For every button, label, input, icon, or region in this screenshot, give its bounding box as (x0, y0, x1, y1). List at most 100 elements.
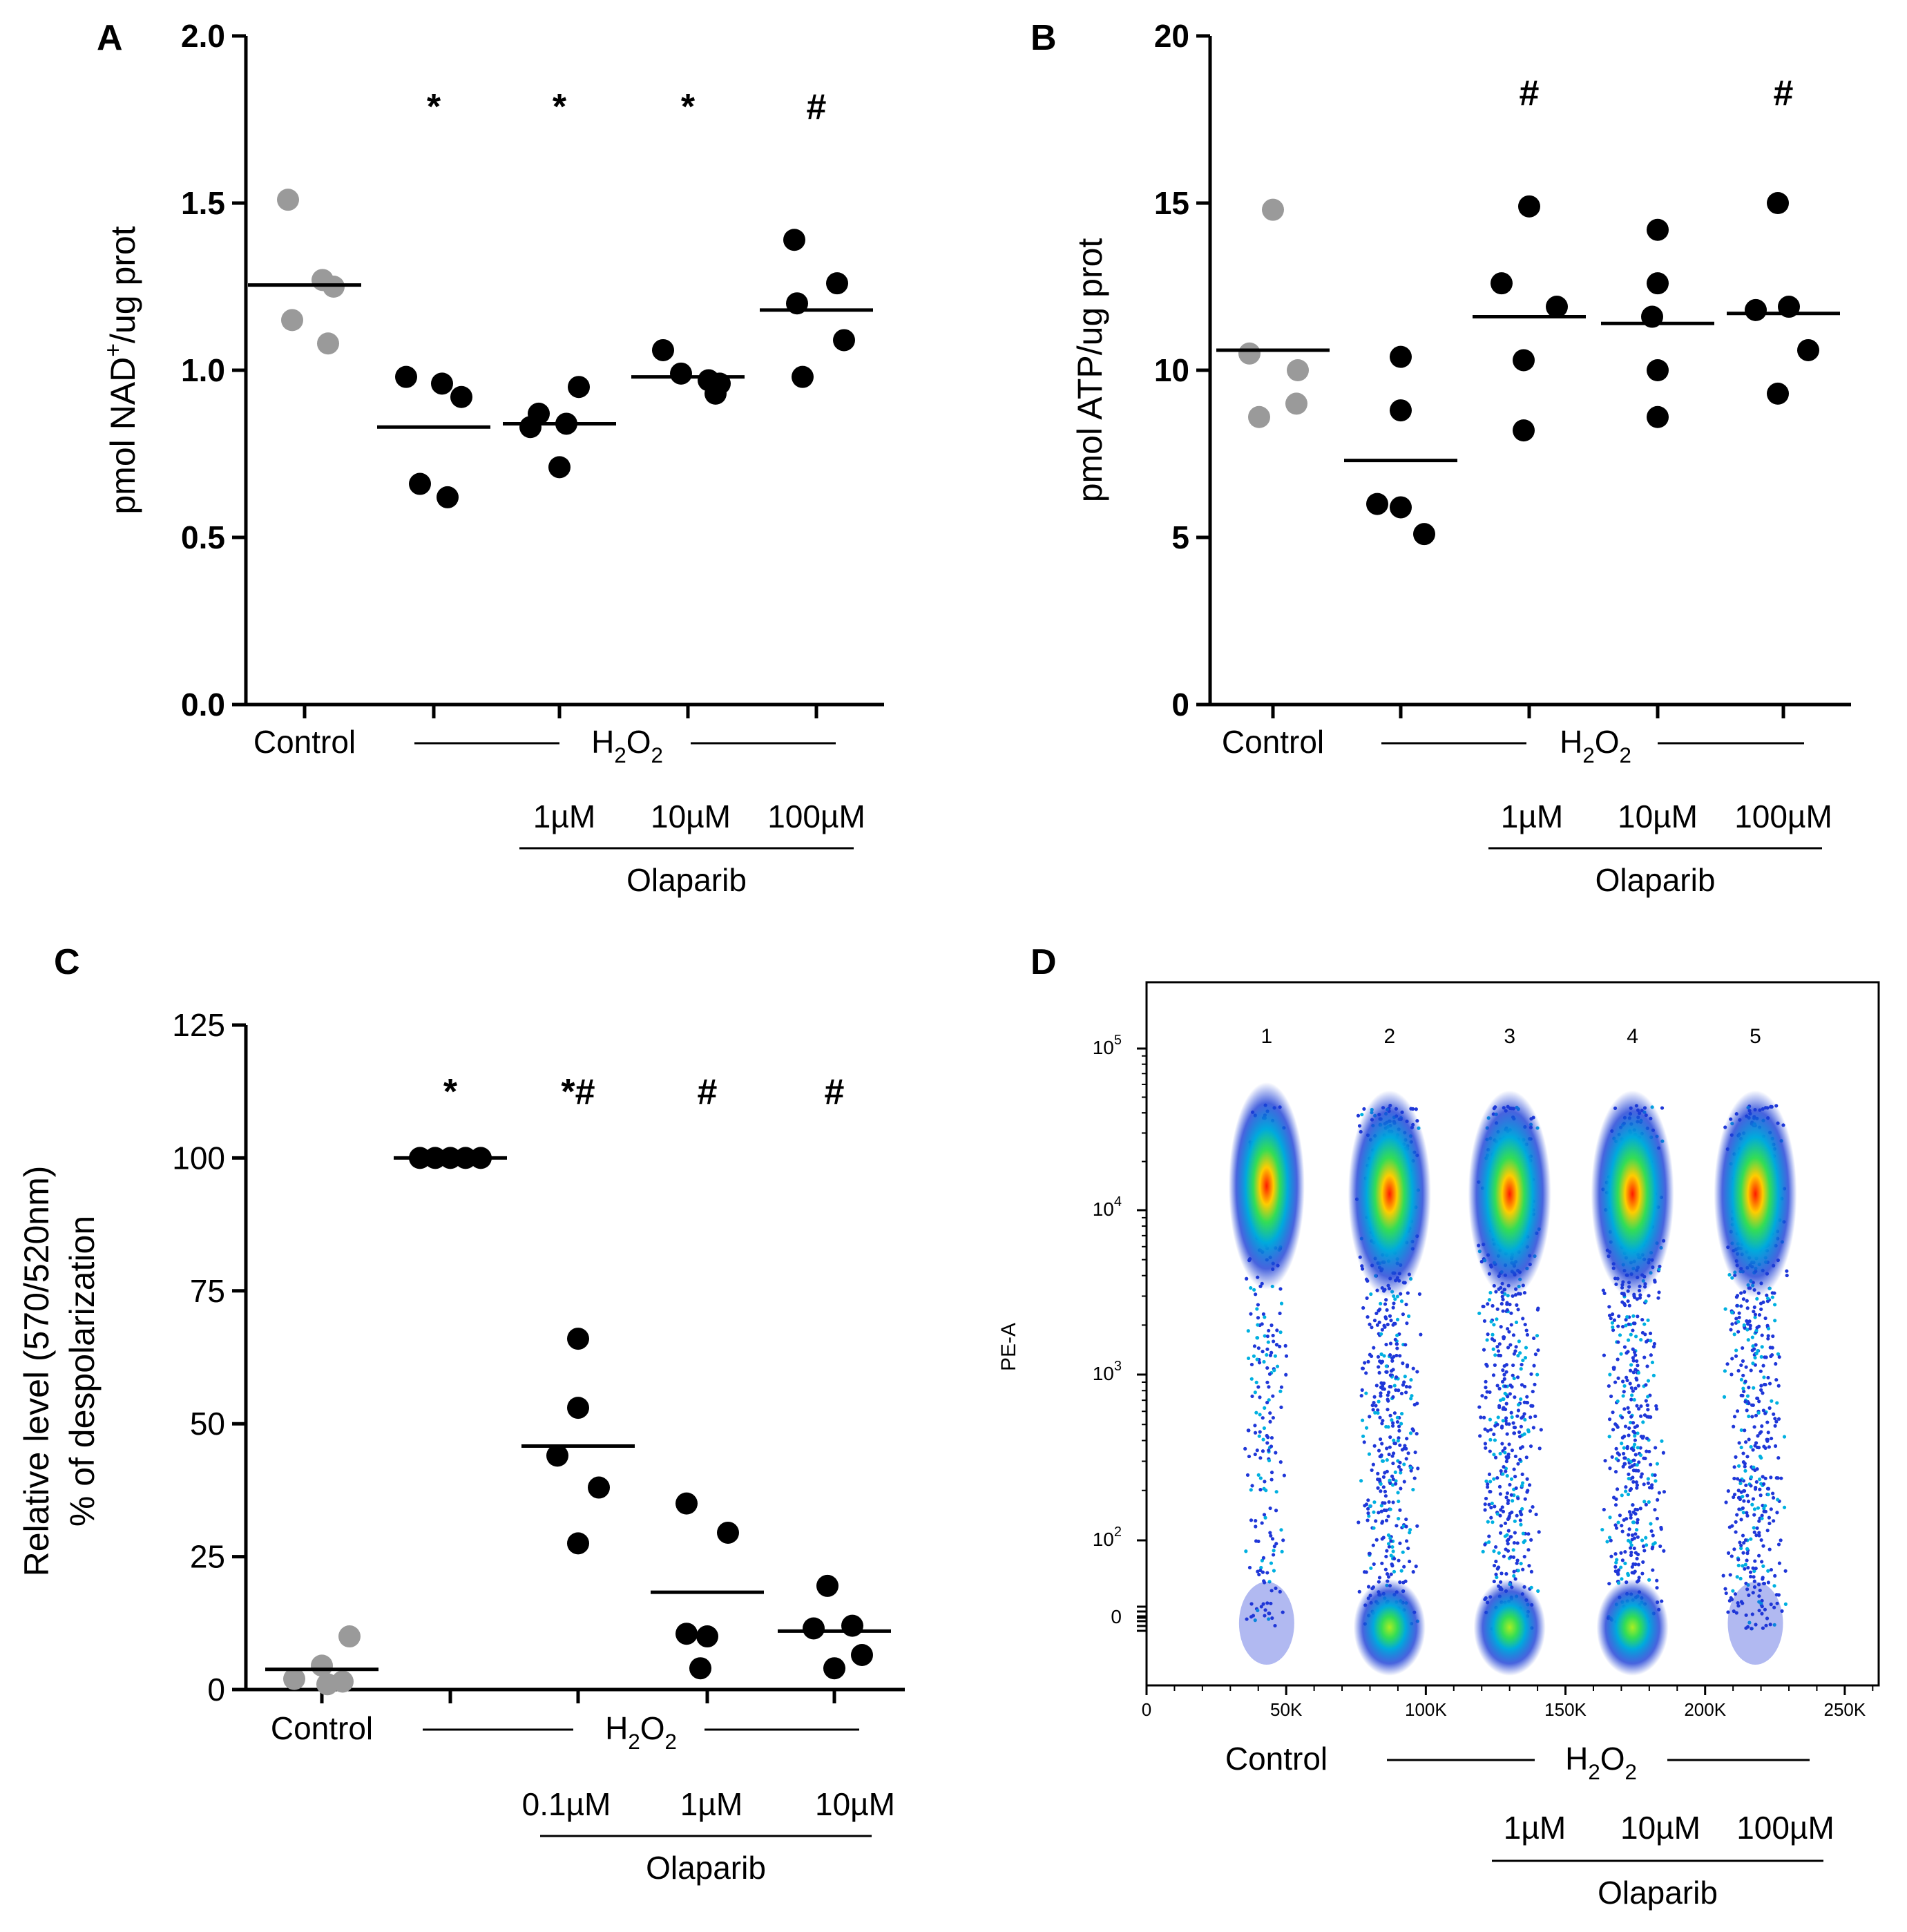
event-dot (1745, 1511, 1749, 1515)
event-dot (1649, 1462, 1653, 1467)
event-dot (1399, 1471, 1403, 1475)
event-dot (1404, 1524, 1408, 1529)
event-dot (1395, 1342, 1399, 1346)
event-dot (1356, 1113, 1361, 1118)
event-dot (1412, 1403, 1417, 1407)
event-dot (1742, 1540, 1746, 1545)
event-dot (1404, 1302, 1408, 1307)
data-point (548, 456, 571, 479)
event-dot (1492, 1579, 1496, 1584)
data-point (851, 1643, 873, 1666)
event-dot (1388, 1445, 1392, 1449)
event-dot (1391, 1421, 1395, 1425)
event-dot (1402, 1565, 1406, 1569)
event-dot (1748, 1326, 1752, 1330)
event-dot (1774, 1377, 1779, 1382)
event-dot (1645, 1364, 1649, 1368)
event-dot (1413, 1450, 1417, 1455)
event-dot (1630, 1565, 1634, 1569)
event-dot (1505, 1491, 1510, 1495)
y-tick-label: 20 (1154, 18, 1189, 54)
event-dot (1283, 1343, 1287, 1348)
event-dot (1759, 1307, 1763, 1312)
y-tick-label: 105 (1093, 1033, 1122, 1058)
event-dot (1766, 1326, 1771, 1331)
event-dot (1639, 1404, 1643, 1408)
event-dot (1651, 1373, 1656, 1377)
event-dot (1639, 1475, 1643, 1479)
event-dot (1732, 1492, 1737, 1497)
data-point (1647, 272, 1669, 295)
event-dot (1481, 1549, 1485, 1553)
event-dot (1374, 1311, 1379, 1316)
event-dot (1651, 1533, 1655, 1538)
event-dot (1636, 1535, 1640, 1539)
event-dot (1513, 1531, 1517, 1535)
event-dot (1647, 1578, 1651, 1582)
event-dot (1393, 1470, 1397, 1475)
event-dot (1269, 1561, 1274, 1565)
event-dot (1408, 1559, 1412, 1564)
event-dot (1275, 1364, 1280, 1368)
event-dot (1509, 1477, 1514, 1481)
event-dot (1620, 1577, 1624, 1581)
event-dot (1477, 1311, 1482, 1315)
event-dot (1379, 1352, 1383, 1357)
event-dot (1627, 1322, 1631, 1326)
event-dot (1491, 1332, 1495, 1337)
event-dot (1501, 1309, 1505, 1313)
event-dot (1263, 1515, 1267, 1520)
event-dot (1361, 1305, 1365, 1310)
event-dot (1625, 1314, 1629, 1319)
event-dot (1499, 1325, 1503, 1329)
event-dot (1504, 1460, 1508, 1464)
event-dot (1411, 1366, 1415, 1370)
event-dot (1263, 1406, 1267, 1410)
event-dot (1506, 1542, 1510, 1546)
event-dot (1647, 1449, 1651, 1454)
event-dot (1526, 1429, 1531, 1434)
event-dot (1754, 1413, 1759, 1417)
event-dot (1249, 1285, 1253, 1290)
event-dot (1380, 1442, 1384, 1446)
event-dot (1743, 1469, 1747, 1473)
event-dot (1391, 1451, 1396, 1455)
event-dot (1649, 1522, 1653, 1526)
event-dot (1750, 1502, 1754, 1507)
data-point (1546, 296, 1568, 318)
event-dot (1766, 1375, 1770, 1380)
high-population (1714, 1090, 1797, 1298)
event-dot (1398, 1508, 1402, 1512)
event-dot (1734, 1348, 1738, 1352)
event-dot (1360, 1388, 1364, 1392)
data-point (519, 416, 542, 439)
event-dot (1273, 1623, 1277, 1628)
event-dot (1374, 1538, 1379, 1542)
event-dot (1729, 1554, 1734, 1558)
event-dot (1651, 1568, 1655, 1572)
event-dot (1257, 1434, 1261, 1438)
event-dot (1398, 1354, 1402, 1358)
event-dot (1616, 1571, 1620, 1575)
event-dot (1753, 1468, 1757, 1473)
event-dot (1750, 1403, 1754, 1407)
event-dot (1507, 1442, 1511, 1446)
lane-label: 4 (1627, 1025, 1638, 1048)
lane-4 (1591, 1090, 1674, 1676)
event-dot (1655, 1578, 1659, 1582)
event-dot (1752, 1310, 1756, 1314)
event-dot (1652, 1341, 1657, 1346)
event-dot (1613, 1523, 1618, 1527)
data-point (1238, 342, 1261, 365)
event-dot (1772, 1303, 1777, 1307)
event-dot (1733, 1592, 1738, 1596)
event-dot (1611, 1325, 1615, 1330)
lane-1 (1228, 1082, 1305, 1665)
event-dot (1732, 1609, 1736, 1614)
event-dot (1368, 1415, 1372, 1419)
event-dot (1382, 1508, 1386, 1512)
data-point (1647, 359, 1669, 381)
event-dot (1627, 1510, 1632, 1514)
event-dot (1522, 1412, 1526, 1416)
event-dot (1376, 1411, 1380, 1415)
